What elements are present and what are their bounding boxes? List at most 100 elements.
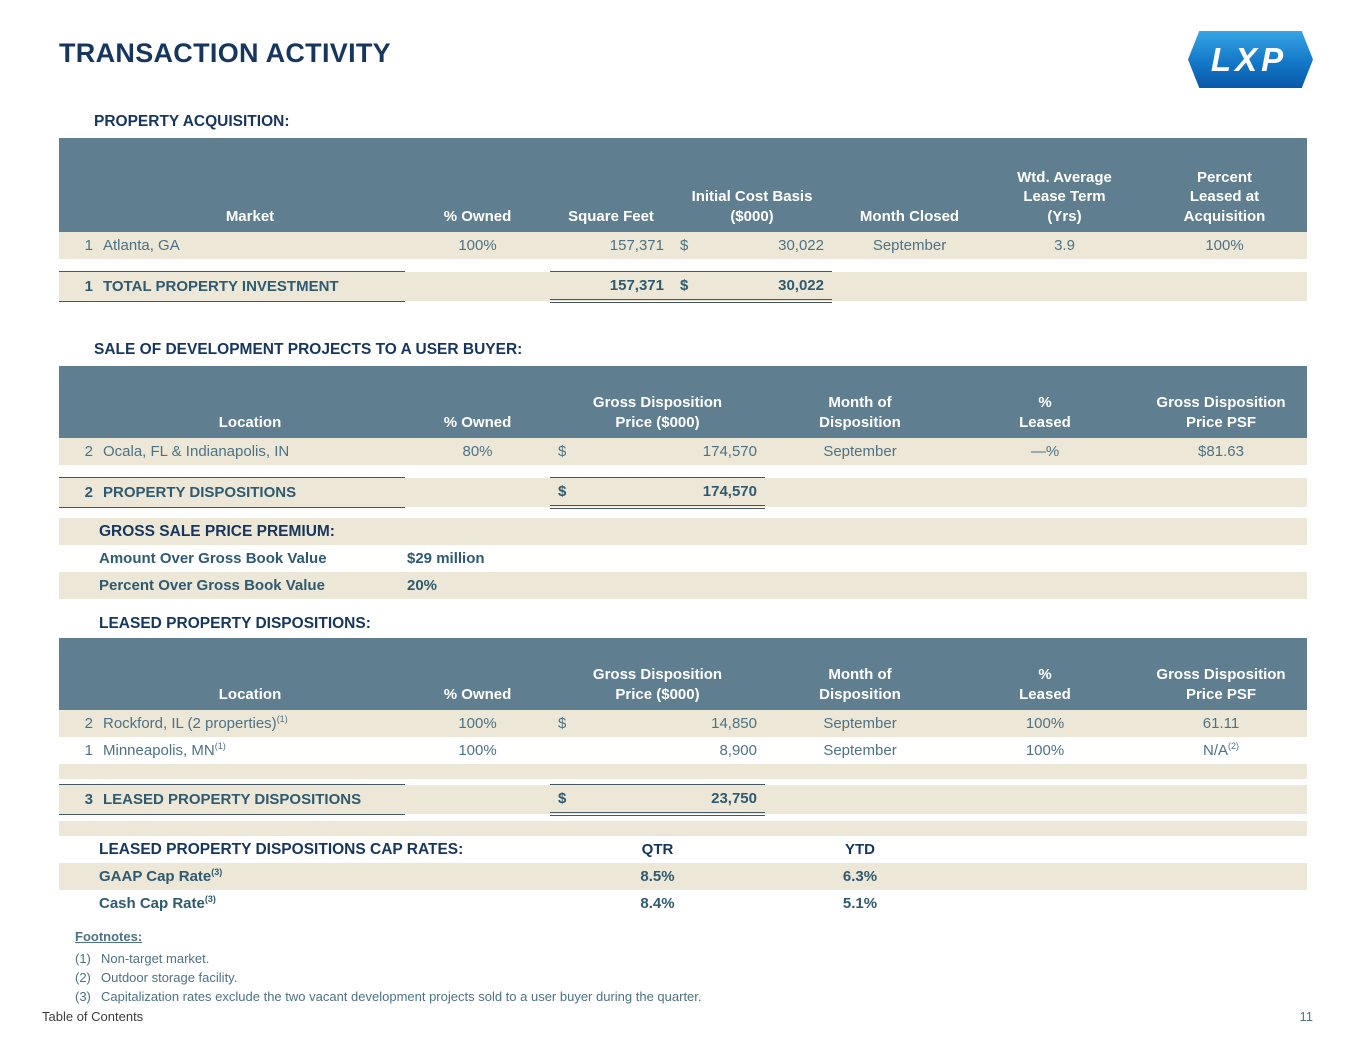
col-header-square-feet: Square Feet — [550, 138, 672, 232]
table-row: 2 Ocala, FL & Indianapolis, IN 80% $ 174… — [59, 438, 1307, 465]
total-label-cell: LEASED PROPERTY DISPOSITIONS — [95, 784, 405, 815]
footnote-marker: (1) — [214, 741, 226, 751]
cap-rate-label: GAAP Cap Rate(3) — [99, 867, 223, 886]
footnote-text: Outdoor storage facility. — [101, 970, 238, 985]
footnote-marker: (1) — [276, 714, 288, 724]
month-cell: September — [823, 443, 897, 460]
footnotes-heading: Footnotes: — [75, 929, 143, 944]
premium-label: Percent Over Gross Book Value — [99, 577, 325, 594]
owned-cell: 100% — [458, 237, 497, 254]
month-cell: September — [823, 742, 897, 759]
col-header-blank — [59, 138, 95, 232]
cost-basis-cell: 30,022 — [778, 237, 824, 254]
spacer-row — [59, 465, 1307, 478]
row-number-cell: 1 — [84, 742, 93, 759]
leased-disp-table-header-row: Location % Owned Gross Disposition Price… — [59, 638, 1307, 710]
total-label-cell: PROPERTY DISPOSITIONS — [95, 477, 405, 508]
premium-section-heading: GROSS SALE PRICE PREMIUM: — [99, 522, 335, 540]
lease-term-cell: 3.9 — [1054, 237, 1075, 254]
col-header-lease-term: Wtd. Average Lease Term (Yrs) — [987, 138, 1142, 232]
price-psf-cell: N/A(2) — [1202, 741, 1239, 760]
square-feet-cell: 157,371 — [609, 237, 664, 254]
premium-value: $29 million — [407, 550, 485, 567]
cap-rate-ytd-value: 6.3% — [842, 868, 878, 885]
footnote-number: (2) — [75, 970, 91, 985]
footnote-number: (1) — [75, 951, 91, 966]
price-cell: 14,850 — [711, 715, 757, 732]
owned-cell: 80% — [462, 443, 493, 460]
spacer-row — [59, 814, 1307, 821]
col-header-percent-leased: Percent Leased at Acquisition — [1142, 138, 1307, 232]
footnote-text: Non-target market. — [101, 951, 210, 966]
slide-content: PROPERTY ACQUISITION: Market % Owned Squ… — [59, 113, 1307, 1006]
col-header-market: Market — [95, 138, 405, 232]
premium-row: Percent Over Gross Book Value 20% — [59, 572, 1307, 599]
total-count-cell: 3 — [59, 784, 95, 815]
cap-rates-section: LEASED PROPERTY DISPOSITIONS CAP RATES: … — [59, 836, 1307, 917]
leased-cell: 100% — [1025, 742, 1065, 759]
cap-rate-row: Cash Cap Rate(3) 8.4% 5.1% — [59, 890, 1307, 917]
footnote-item: (3) Capitalization rates exclude the two… — [75, 987, 1307, 1006]
cap-rate-row: GAAP Cap Rate(3) 8.5% 6.3% — [59, 863, 1307, 890]
total-row: 1 TOTAL PROPERTY INVESTMENT 157,371 $ 30… — [59, 271, 1307, 303]
leased-cell: —% — [1030, 443, 1060, 460]
premium-row: Amount Over Gross Book Value $29 million — [59, 545, 1307, 572]
footnote-text: Capitalization rates exclude the two vac… — [101, 989, 702, 1004]
footnotes-section: Footnotes: (1) Non-target market. (2) Ou… — [75, 929, 1307, 1006]
leased-disp-section-heading: LEASED PROPERTY DISPOSITIONS: — [99, 615, 371, 632]
spacer-row — [59, 259, 1307, 272]
dev-sale-table-header-row: Location % Owned Gross Disposition Price… — [59, 366, 1307, 438]
col-header-location: Location — [95, 366, 405, 438]
dollar-sign-cell: $ — [680, 237, 689, 254]
col-header-pct-leased: % Leased — [955, 366, 1135, 438]
table-of-contents-link[interactable]: Table of Contents — [42, 1009, 144, 1024]
total-label-cell: TOTAL PROPERTY INVESTMENT — [95, 271, 405, 302]
footnote-item: (2) Outdoor storage facility. — [75, 968, 1307, 987]
total-dollar-sign-cell: $ — [550, 477, 590, 509]
total-dollar-sign-cell: $ — [672, 271, 702, 303]
owned-cell: 100% — [458, 715, 497, 732]
col-header-blank — [59, 366, 95, 438]
col-header-month-of-disposition: Month of Disposition — [765, 638, 955, 710]
leased-cell: 100% — [1025, 715, 1065, 732]
col-header-price-psf: Gross Disposition Price PSF — [1135, 638, 1307, 710]
col-header-gross-disposition-price: Gross Disposition Price ($000) — [550, 366, 765, 438]
cap-rate-qtr-value: 8.4% — [640, 895, 675, 912]
spacer-row — [59, 779, 1307, 785]
location-cell: Minneapolis, MN(1) — [103, 741, 226, 760]
month-closed-cell: September — [872, 237, 947, 254]
lxp-logo-text: LXP — [1210, 40, 1288, 78]
dev-sale-section-heading: SALE OF DEVELOPMENT PROJECTS TO A USER B… — [94, 341, 523, 358]
cap-rate-ytd-value: 5.1% — [842, 895, 878, 912]
lxp-logo-icon: LXP — [1188, 31, 1313, 88]
row-number-cell: 2 — [84, 443, 93, 460]
month-cell: September — [823, 715, 897, 732]
col-header-pct-leased: % Leased — [955, 638, 1135, 710]
col-header-owned: % Owned — [405, 638, 550, 710]
page-number: 11 — [1299, 1009, 1314, 1024]
location-cell: Ocala, FL & Indianapolis, IN — [103, 443, 290, 460]
total-row: 2 PROPERTY DISPOSITIONS $ 174,570 — [59, 477, 1307, 509]
price-psf-cell: $81.63 — [1198, 443, 1244, 460]
table-row: 2 Rockford, IL (2 properties)(1) 100% $ … — [59, 710, 1307, 737]
premium-heading-row: GROSS SALE PRICE PREMIUM: — [59, 518, 1307, 545]
qtr-column-header: QTR — [641, 841, 674, 858]
dollar-sign-cell: $ — [558, 715, 567, 732]
cap-rate-qtr-value: 8.5% — [640, 868, 675, 885]
total-row: 3 LEASED PROPERTY DISPOSITIONS $ 23,750 — [59, 784, 1307, 816]
dollar-sign-cell — [550, 737, 590, 764]
total-dollar-sign-cell: $ — [550, 784, 590, 816]
dollar-sign-cell: $ — [558, 443, 567, 460]
price-psf-cell: 61.11 — [1202, 715, 1240, 732]
price-cell: 8,900 — [719, 742, 757, 759]
total-cost-cell: 30,022 — [702, 271, 832, 303]
acquisition-table: Market % Owned Square Feet Initial Cost … — [59, 138, 1307, 303]
premium-label: Amount Over Gross Book Value — [99, 550, 327, 567]
acquisition-section-heading: PROPERTY ACQUISITION: — [94, 113, 290, 130]
col-header-gross-disposition-price: Gross Disposition Price ($000) — [550, 638, 765, 710]
premium-section: GROSS SALE PRICE PREMIUM: Amount Over Gr… — [59, 518, 1307, 599]
footnote-item: (1) Non-target market. — [75, 949, 1307, 968]
price-cell: 174,570 — [702, 443, 757, 460]
leased-disp-table: Location % Owned Gross Disposition Price… — [59, 638, 1307, 836]
total-count-cell: 2 — [59, 477, 95, 508]
